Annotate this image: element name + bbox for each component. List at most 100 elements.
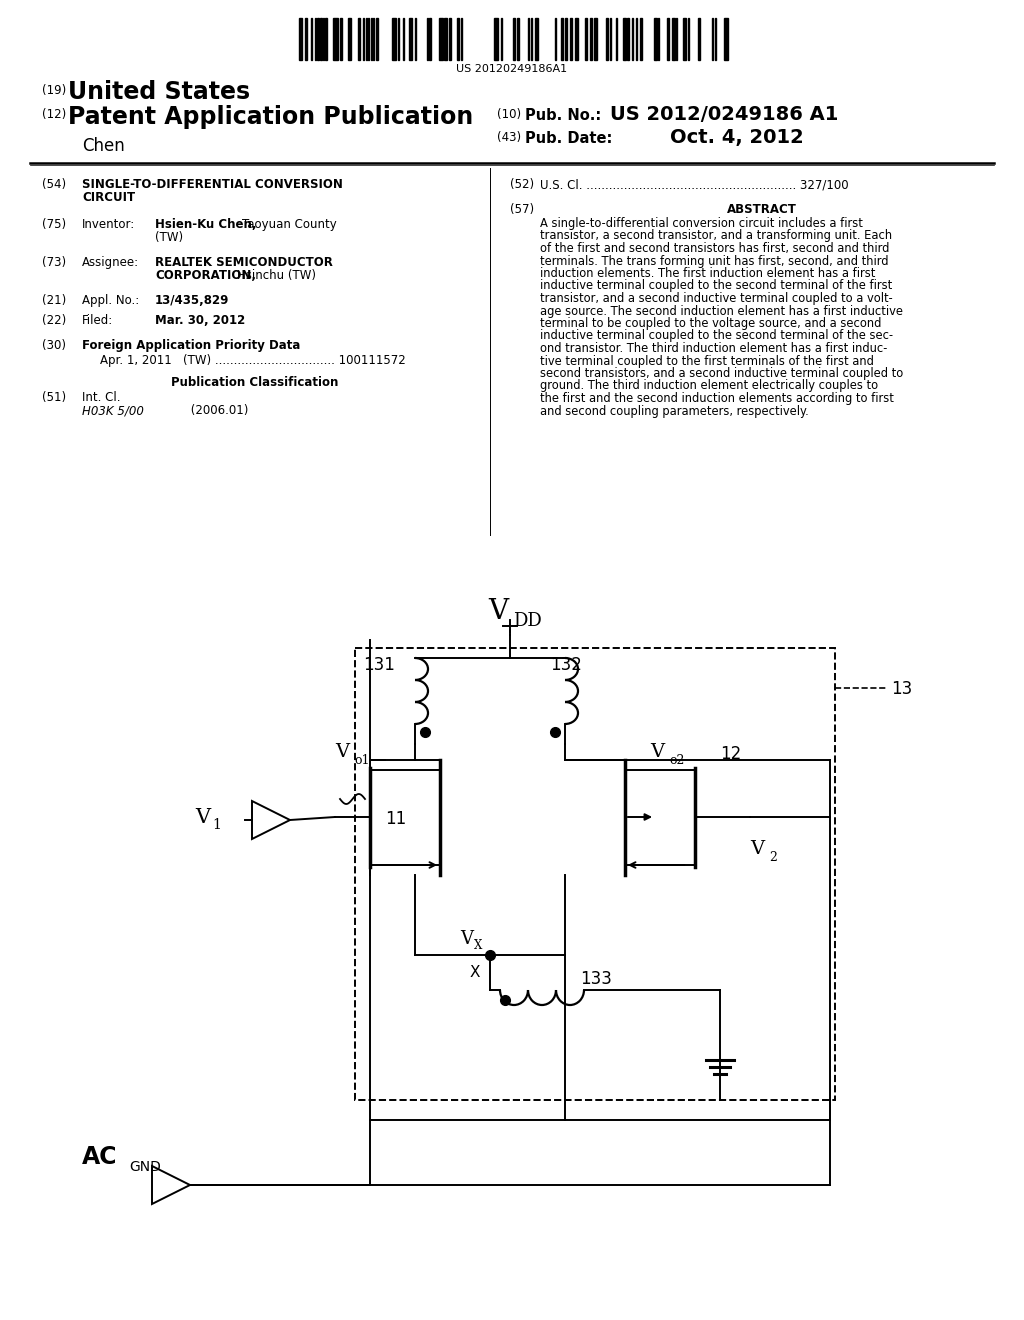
Text: (TW): (TW) [155,231,183,244]
Bar [449,18,451,59]
Text: Chen: Chen [82,137,125,154]
Bar [305,18,307,59]
Text: Pub. Date:: Pub. Date: [525,131,612,147]
Bar [439,18,443,59]
Bar [623,18,626,59]
Text: X: X [470,965,480,979]
Bar [494,18,498,59]
Text: (19): (19) [42,84,67,96]
Bar [575,18,578,59]
Text: CIRCUIT: CIRCUIT [82,191,135,205]
Text: (22): (22) [42,314,67,327]
Text: age source. The second induction element has a first inductive: age source. The second induction element… [540,305,903,318]
Bar [429,18,431,59]
Bar [392,18,396,59]
Text: Filed:: Filed: [82,314,114,327]
Text: V: V [488,598,508,624]
Text: terminals. The trans forming unit has first, second, and third: terminals. The trans forming unit has fi… [540,255,889,268]
Text: Inventor:: Inventor: [82,218,135,231]
Text: of the first and second transistors has first, second and third: of the first and second transistors has … [540,242,890,255]
Text: 133: 133 [580,970,612,987]
Text: (52): (52) [510,178,535,191]
Text: Publication Classification: Publication Classification [171,376,339,389]
Text: ground. The third induction element electrically couples to: ground. The third induction element elec… [540,380,879,392]
Text: 12: 12 [720,744,741,763]
Text: (12): (12) [42,108,67,121]
Text: U.S. Cl. ........................................................ 327/100: U.S. Cl. ...............................… [540,178,849,191]
Text: Assignee:: Assignee: [82,256,139,269]
Text: GND: GND [129,1160,161,1173]
Text: V: V [460,931,473,948]
Bar [325,18,327,59]
Bar [319,18,322,59]
Text: Pub. No.:: Pub. No.: [525,108,601,123]
Bar [333,18,338,59]
Text: Oct. 4, 2012: Oct. 4, 2012 [670,128,804,147]
Bar [317,18,319,59]
Text: (54): (54) [42,178,67,191]
Text: V: V [650,743,665,762]
Bar [724,18,728,59]
Text: US 20120249186A1: US 20120249186A1 [457,63,567,74]
Text: ond transistor. The third induction element has a first induc-: ond transistor. The third induction elem… [540,342,888,355]
Bar [444,18,447,59]
Text: (2006.01): (2006.01) [142,404,249,417]
Text: induction elements. The first induction element has a first: induction elements. The first induction … [540,267,876,280]
Text: 132: 132 [550,656,582,675]
Text: (57): (57) [510,203,535,216]
Bar [376,18,378,59]
Bar [561,18,563,59]
Text: 13: 13 [891,680,912,698]
Bar [457,18,459,59]
Text: terminal to be coupled to the voltage source, and a second: terminal to be coupled to the voltage so… [540,317,882,330]
Text: (10): (10) [497,108,521,121]
Bar [654,18,657,59]
Bar [590,18,592,59]
Bar [594,18,597,59]
Text: DD: DD [513,612,542,630]
Text: and second coupling parameters, respectively.: and second coupling parameters, respecti… [540,404,809,417]
Text: 131: 131 [362,656,395,675]
Text: 11: 11 [385,810,407,828]
Text: A single-to-differential conversion circuit includes a first: A single-to-differential conversion circ… [540,216,863,230]
Bar [340,18,342,59]
Text: AC: AC [82,1144,118,1170]
Text: Hsinchu (TW): Hsinchu (TW) [237,269,316,282]
Text: Taoyuan County: Taoyuan County [242,218,337,231]
Text: V: V [195,808,210,828]
Text: 2: 2 [769,851,777,865]
Bar [513,18,515,59]
Bar [355,648,835,1100]
Text: CORPORATION,: CORPORATION, [155,269,256,282]
Bar [358,18,360,59]
Text: V: V [750,840,764,858]
Bar [348,18,351,59]
Text: tive terminal coupled to the first terminals of the first and: tive terminal coupled to the first termi… [540,355,873,367]
Bar [698,18,700,59]
Text: transistor, a second transistor, and a transforming unit. Each: transistor, a second transistor, and a t… [540,230,892,243]
Bar [570,18,572,59]
Text: Hsien-Ku Chen,: Hsien-Ku Chen, [155,218,256,231]
Bar [409,18,412,59]
Bar [517,18,519,59]
Text: (43): (43) [497,131,521,144]
Text: inductive terminal coupled to the second terminal of the first: inductive terminal coupled to the second… [540,280,892,293]
Text: US 2012/0249186 A1: US 2012/0249186 A1 [610,106,839,124]
Text: 1: 1 [212,818,221,832]
Text: inductive terminal coupled to the second terminal of the sec-: inductive terminal coupled to the second… [540,330,893,342]
Bar [627,18,629,59]
Text: o1: o1 [354,754,370,767]
Text: Appl. No.:: Appl. No.: [82,294,139,308]
Bar [565,18,567,59]
Text: o2: o2 [669,754,684,767]
Text: REALTEK SEMICONDUCTOR: REALTEK SEMICONDUCTOR [155,256,333,269]
Bar [640,18,642,59]
Text: H03K 5/00: H03K 5/00 [82,404,144,417]
Text: Int. Cl.: Int. Cl. [82,391,121,404]
Text: United States: United States [68,81,250,104]
Text: V: V [335,743,349,762]
Text: ABSTRACT: ABSTRACT [727,203,797,216]
Text: the first and the second induction elements according to first: the first and the second induction eleme… [540,392,894,405]
Text: Apr. 1, 2011   (TW) ................................ 100111572: Apr. 1, 2011 (TW) ......................… [100,354,406,367]
Text: 13/435,829: 13/435,829 [155,294,229,308]
